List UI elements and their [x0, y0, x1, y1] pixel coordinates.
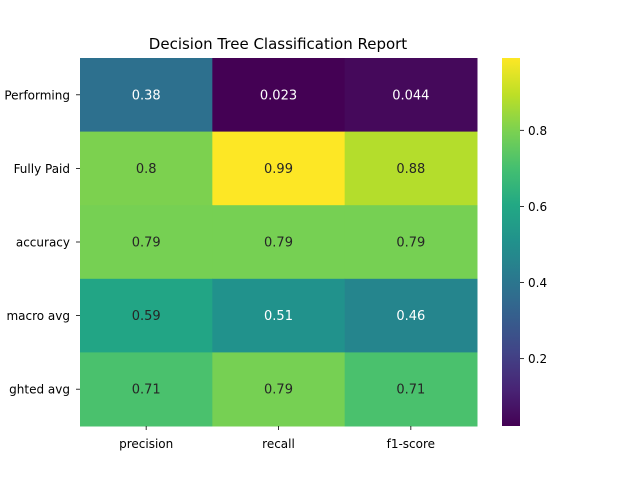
cell-value-label: 0.88 [396, 162, 425, 177]
colorbar-tick-label: 0.8 [528, 124, 547, 138]
x-tick-label: f1-score [387, 437, 435, 451]
y-tick-label: macro avg [6, 309, 70, 323]
heatmap-cell [212, 278, 346, 353]
colorbar-gradient [502, 58, 520, 426]
cell-value-label: 0.8 [136, 162, 157, 177]
heatmap-cell [212, 131, 346, 206]
heatmap-cell [344, 352, 478, 427]
heatmap-cell [212, 352, 346, 427]
heatmap-cell [344, 131, 478, 206]
cell-value-label: 0.59 [132, 309, 161, 324]
x-tick-label: precision [119, 437, 173, 451]
heatmap-cell [80, 205, 213, 280]
heatmap-cell [212, 205, 346, 280]
cell-value-label: 0.51 [264, 309, 293, 324]
heatmap-cell [80, 58, 213, 133]
heatmap-cell [344, 58, 478, 133]
heatmap-cell [212, 58, 346, 133]
heatmap-cells: 0.38 0.023 0.044 0.8 0.99 0.88 0.79 0.79 0.79 0.5… [80, 58, 478, 427]
cell-value-label: 0.38 [132, 88, 161, 103]
colorbar-tick-label: 0.4 [528, 276, 547, 290]
cell-value-label: 0.71 [132, 383, 161, 398]
colorbar: 0.2 0.4 0.6 0.8 [502, 58, 547, 426]
heatmap-cell [80, 352, 213, 427]
y-tick-label: Fully Paid [14, 162, 70, 176]
cell-value-label: 0.79 [396, 236, 425, 251]
cell-value-label: 0.79 [264, 383, 293, 398]
cell-value-label: 0.99 [264, 162, 293, 177]
x-tick-label: recall [262, 437, 295, 451]
cell-value-label: 0.79 [132, 236, 161, 251]
cell-value-label: 0.79 [264, 236, 293, 251]
cell-value-label: 0.023 [260, 88, 297, 103]
y-tick-label: ghted avg [9, 383, 70, 397]
chart-title: Decision Tree Classification Report [149, 35, 408, 53]
y-tick-label: accuracy [16, 236, 70, 250]
cell-value-label: 0.71 [396, 383, 425, 398]
colorbar-tick-label: 0.2 [528, 352, 547, 366]
y-axis: Performing Fully Paid accuracy macro avg ght… [4, 88, 80, 397]
cell-value-label: 0.044 [392, 88, 429, 103]
cell-value-label: 0.46 [396, 309, 425, 324]
heatmap-cell [80, 131, 213, 206]
heatmap-cell [344, 205, 478, 280]
colorbar-tick-label: 0.6 [528, 200, 547, 214]
y-tick-label: Performing [4, 88, 70, 102]
x-axis: precision recall f1-score [119, 426, 435, 451]
heatmap-cell [80, 278, 213, 353]
heatmap-cell [344, 278, 478, 353]
